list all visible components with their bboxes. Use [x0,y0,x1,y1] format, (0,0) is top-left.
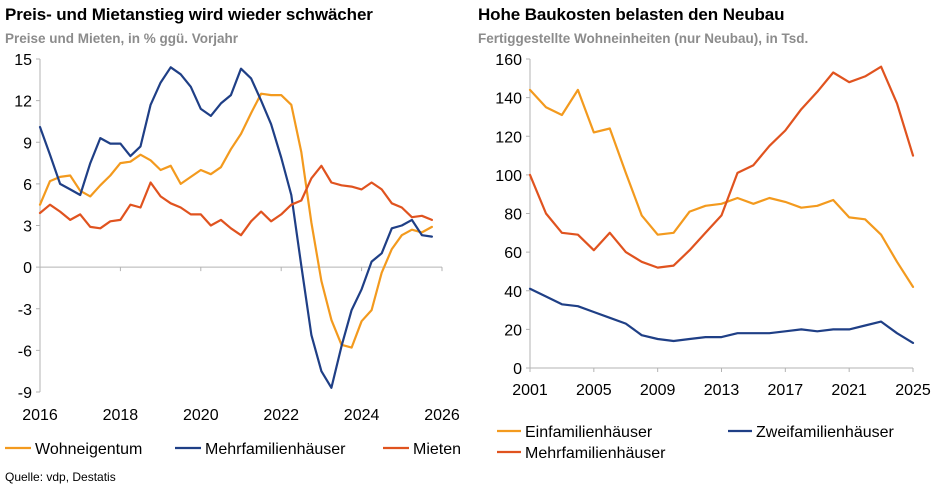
chart2-legend-label: Zweifamilienhäuser [756,424,895,441]
chart2-legend-label: Mehrfamilienhäuser [525,445,666,462]
chart2-y-tick-label: 140 [495,91,522,108]
chart2-x-tick-label: 2017 [768,382,804,399]
chart1-legend-label: Mehrfamilienhäuser [205,441,346,458]
chart2-series-line-einfamilienh-user [528,88,915,288]
chart1-x-tick-label: 2020 [183,407,219,424]
chart1-y-tick-label: 0 [23,260,32,277]
source-note: Quelle: vdp, Destatis [5,470,116,484]
chart2-y-tick-label: 100 [495,168,522,185]
chart1-x-tick-label: 2026 [424,407,460,424]
chart2-x-tick-label: 2001 [512,382,548,399]
chart1-y-tick-label: 9 [23,135,32,152]
right-chart-title: Hohe Baukosten belasten den Neubau [478,5,785,24]
chart2-y-tick-label: 0 [513,361,522,378]
chart1-x-tick-label: 2016 [22,407,58,424]
chart2-x-tick-label: 2005 [576,382,612,399]
chart2-x-tick-label: 2013 [704,382,740,399]
chart2-y-tick-label: 20 [504,322,522,339]
chart1-y-tick-label: 6 [23,177,32,194]
chart2-y-tick-label: 60 [504,245,522,262]
chart1-x-tick-label: 2022 [263,407,299,424]
chart1-legend-label: Wohneigentum [35,441,142,458]
chart1-series-line-mehrfamilienh-user [38,66,433,389]
left-chart-title: Preis- und Mietanstieg wird wieder schwä… [5,5,373,24]
chart1-y-tick-label: 12 [14,94,32,111]
chart2-x-tick-label: 2009 [640,382,676,399]
chart1-y-tick-label: -3 [18,302,32,319]
chart1-legend-label: Mieten [413,441,461,458]
right-chart-subtitle: Fertiggestellte Wohneinheiten (nur Neuba… [478,31,809,46]
chart2-y-tick-label: 80 [504,207,522,224]
chart2-series-line-zweifamilienh-user [528,287,915,344]
chart2-x-tick-label: 2025 [895,382,931,399]
chart1-series-line-mieten [38,164,433,237]
chart2-y-tick-label: 160 [495,52,522,69]
chart2-y-tick-label: 40 [504,284,522,301]
chart1-y-tick-label: -6 [18,343,32,360]
chart1-x-tick-label: 2018 [103,407,139,424]
chart2-x-tick-label: 2021 [831,382,867,399]
chart1-x-tick-label: 2024 [344,407,380,424]
chart1-y-tick-label: -9 [18,385,32,402]
chart2-legend-label: Einfamilienhäuser [525,424,653,441]
chart2-y-tick-label: 120 [495,129,522,146]
chart1-series-line-wohneigentum [38,92,433,349]
chart1-y-tick-label: 15 [14,52,32,69]
chart2-series-line-mehrfamilienh-user [528,65,915,269]
chart1-y-tick-label: 3 [23,219,32,236]
left-chart-subtitle: Preise und Mieten, in % ggü. Vorjahr [5,31,239,46]
